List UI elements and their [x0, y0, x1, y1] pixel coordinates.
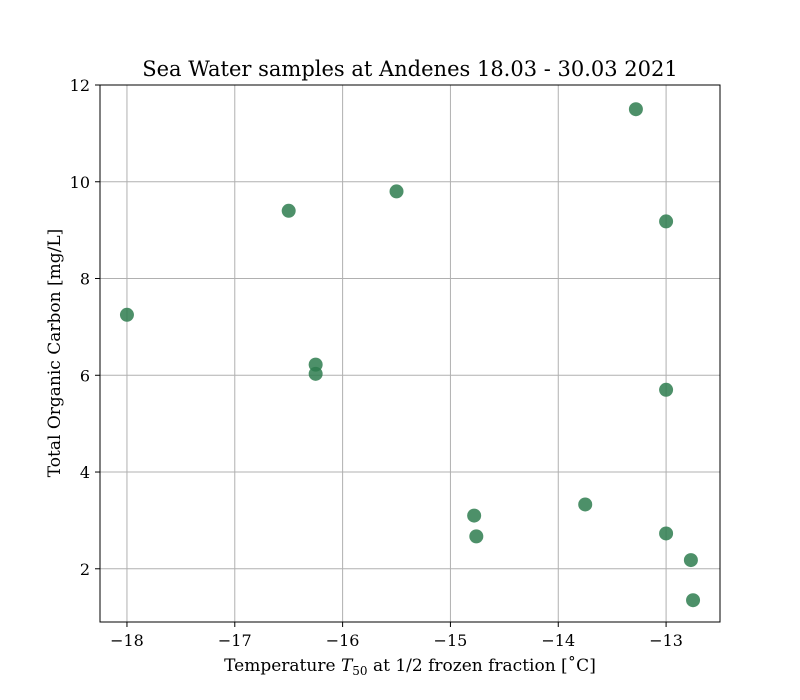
data-point — [686, 593, 701, 608]
y-tick-label: 4 — [80, 463, 90, 482]
data-points — [119, 102, 701, 608]
x-tick-label: −16 — [326, 631, 360, 650]
x-axis-label: Temperature T50 at 1/2 frozen fraction [… — [224, 656, 596, 678]
x-axis-label-variable: T — [341, 656, 354, 676]
x-tick-label: −15 — [434, 631, 468, 650]
x-axis-label-prefix: Temperature — [224, 656, 341, 676]
y-tick-label: 10 — [70, 173, 90, 192]
x-axis-label-suffix: at 1/2 frozen fraction [˚C] — [368, 656, 596, 676]
y-tick-label: 2 — [80, 560, 90, 579]
data-point — [389, 184, 404, 199]
data-point — [628, 102, 643, 117]
data-point — [281, 203, 296, 218]
grid-lines — [100, 84, 720, 622]
x-tick-label: −18 — [110, 631, 144, 650]
x-tick-label: −14 — [541, 631, 575, 650]
y-tick-label: 8 — [80, 270, 90, 289]
data-point — [308, 366, 323, 381]
data-point — [578, 497, 593, 512]
y-tick-label: 12 — [70, 76, 90, 95]
data-point — [467, 508, 482, 523]
y-tick-label: 6 — [80, 366, 90, 385]
x-tick-label: −17 — [218, 631, 252, 650]
data-point — [683, 553, 698, 568]
data-point — [469, 529, 484, 544]
data-point — [659, 382, 674, 397]
x-tick-label: −13 — [649, 631, 683, 650]
data-point — [119, 307, 134, 322]
data-point — [659, 214, 674, 229]
axis-ticks: −18 −17 −16 −15 −14 −13 2 4 6 8 10 12 — [70, 76, 683, 650]
data-point — [659, 526, 674, 541]
chart-title: Sea Water samples at Andenes 18.03 - 30.… — [142, 57, 678, 81]
y-axis-label: Total Organic Carbon [mg/L] — [45, 229, 65, 477]
plot-area-frame — [99, 84, 721, 623]
x-axis-label-subscript: 50 — [352, 664, 367, 678]
